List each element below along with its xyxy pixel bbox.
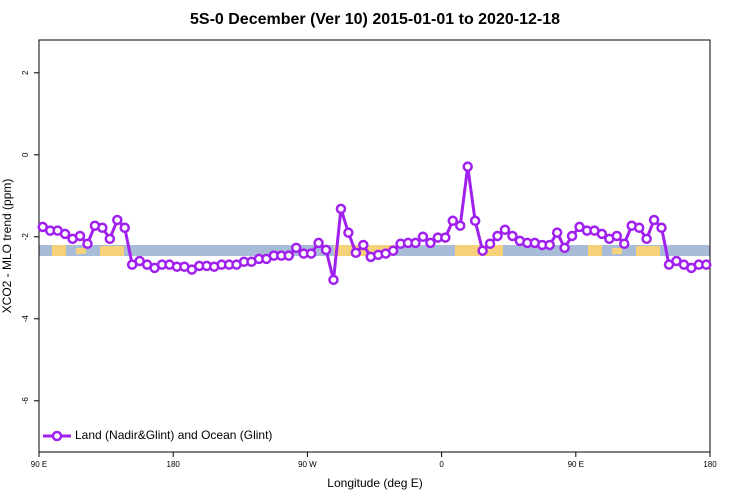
data-point	[59, 228, 71, 240]
data-point	[611, 230, 623, 242]
data-point	[425, 237, 436, 249]
data-point	[290, 242, 302, 254]
y-tick-label: -4	[21, 315, 30, 323]
data-point	[551, 227, 563, 238]
data-point	[633, 222, 645, 234]
data-point	[648, 214, 660, 226]
data-point	[82, 238, 93, 249]
data-point	[656, 222, 667, 234]
data-point	[484, 238, 496, 249]
data-point	[320, 244, 332, 256]
data-point	[387, 245, 399, 256]
x-tick-label: 180	[703, 460, 717, 469]
data-point	[462, 161, 473, 172]
data-point	[641, 233, 652, 245]
x-tick-label: 180	[167, 460, 181, 469]
data-point	[499, 224, 511, 236]
y-tick-label: -2	[21, 233, 30, 241]
data-point	[119, 222, 130, 234]
land-patch	[612, 248, 622, 254]
data-point	[313, 237, 324, 249]
data-point	[559, 242, 570, 254]
land-patch	[636, 246, 660, 256]
data-point	[410, 237, 421, 249]
data-point	[701, 259, 712, 270]
data-point	[283, 250, 295, 261]
data-point	[469, 215, 481, 227]
y-tick-label: 0	[21, 152, 30, 157]
data-point	[507, 230, 518, 242]
land-patch	[100, 246, 124, 256]
legend-marker	[51, 430, 63, 442]
land-patch	[334, 245, 394, 256]
x-tick-label: 0	[439, 460, 444, 469]
data-point	[112, 214, 123, 226]
data-point	[447, 215, 459, 227]
data-point	[619, 238, 630, 249]
land-patch	[588, 245, 602, 256]
data-point	[350, 247, 362, 259]
data-point	[335, 203, 347, 215]
legend-label: Land (Nadir&Glint) and Ocean (Glint)	[75, 428, 272, 442]
data-point	[417, 231, 429, 243]
plot-frame	[38, 39, 711, 453]
data-point	[104, 233, 116, 245]
x-tick-label: 90 E	[568, 460, 584, 469]
data-point	[305, 248, 317, 259]
data-point	[492, 230, 503, 242]
x-axis-label: Longitude (deg E)	[327, 476, 422, 490]
data-point	[440, 232, 451, 243]
data-point	[477, 245, 488, 256]
data-point	[596, 228, 608, 240]
data-point	[454, 220, 466, 231]
data-point	[97, 222, 108, 234]
data-point	[358, 239, 369, 251]
land-patch	[76, 248, 86, 254]
x-tick-label: 90 W	[298, 460, 317, 469]
data-point	[74, 230, 86, 242]
y-tick-label: -6	[21, 397, 30, 405]
data-point	[343, 227, 354, 238]
data-point	[544, 239, 555, 251]
x-tick-label: 90 E	[31, 460, 47, 469]
y-axis-label: XCO2 - MLO trend (ppm)	[0, 179, 14, 314]
chart-title: 5S-0 December (Ver 10) 2015-01-01 to 202…	[190, 11, 560, 28]
land-patch	[52, 245, 66, 256]
y-tick-label: 2	[21, 70, 30, 75]
data-point	[328, 274, 339, 286]
data-point	[566, 230, 578, 242]
